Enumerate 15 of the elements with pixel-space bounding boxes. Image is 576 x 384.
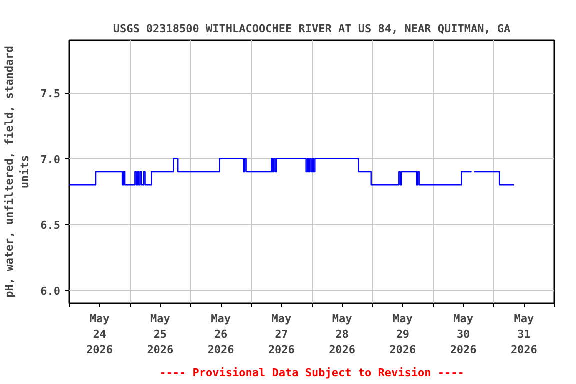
y-tick-label: 7.5 (40, 88, 61, 101)
text: ---- Provisional Data Subject to Revision ---- (160, 366, 464, 380)
x-tick-label: May 31 2026 (510, 312, 538, 357)
y-axis-title: pH, water, unfiltered, field, standard units (3, 46, 32, 298)
x-tick-label: May 25 2026 (147, 312, 174, 357)
y-tick-label: 7.0 (40, 153, 61, 166)
y-tick-label: 6.0 (40, 284, 61, 298)
y-tick-label: 6.5 (40, 219, 61, 232)
x-tick-label: May 26 2026 (208, 312, 235, 357)
x-tick-label: May 27 2026 (268, 312, 296, 357)
x-tick-label: May 28 2026 (329, 312, 356, 357)
chart-title: USGS 02318500 WITHLACOOCHEE RIVER AT US 84, NEAR QUITMAN, GA (113, 22, 512, 36)
x-tick-label: May 24 2026 (86, 312, 114, 357)
x-tick-label: May 30 2026 (450, 312, 478, 357)
x-tick-label: May 29 2026 (390, 312, 417, 357)
